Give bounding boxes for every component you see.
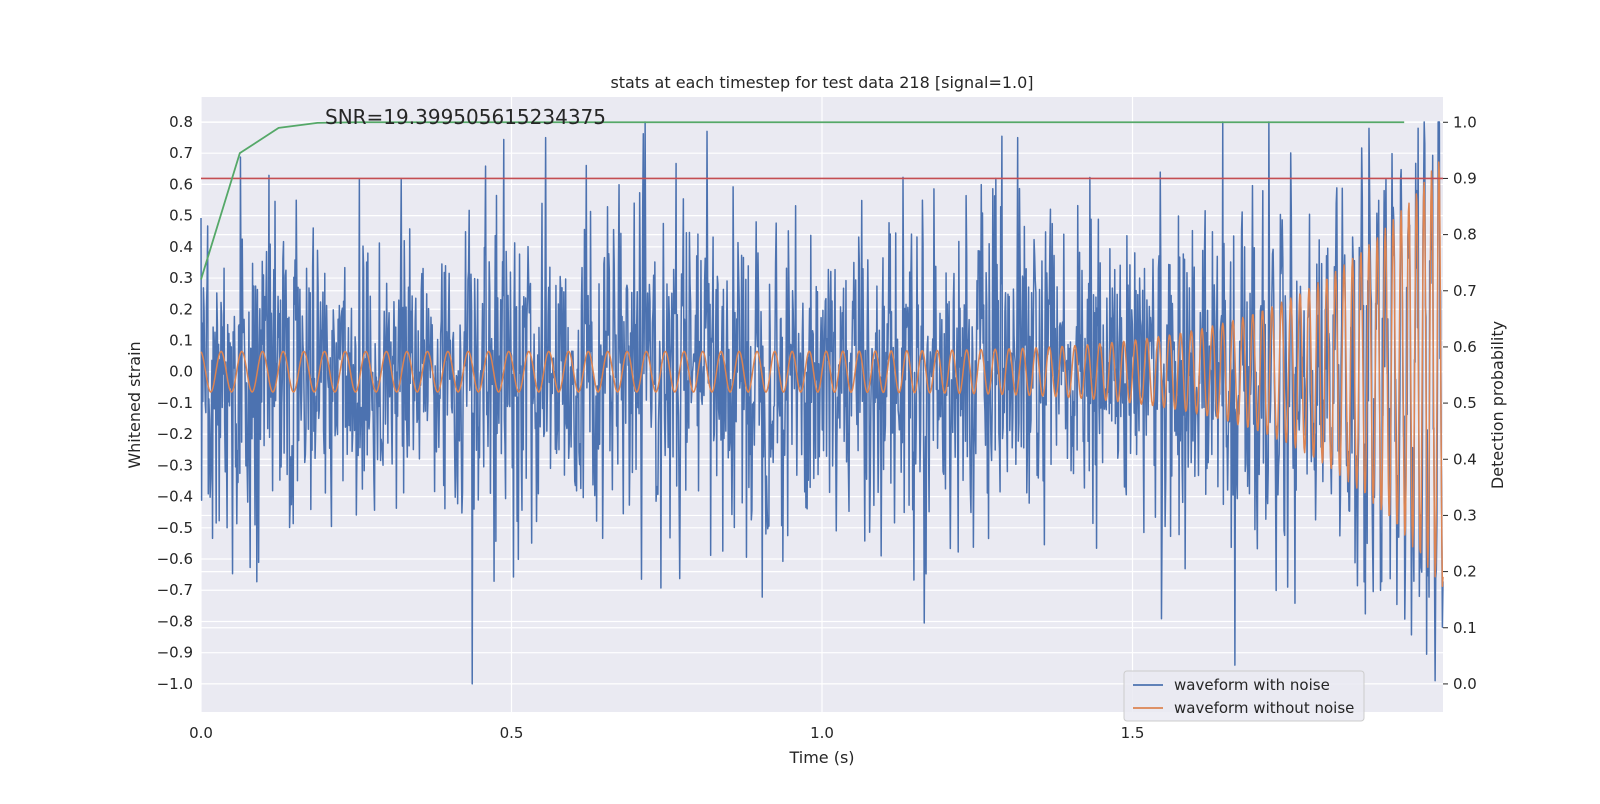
y-tick-label: 0.1 <box>169 332 193 350</box>
y-tick-label: −0.2 <box>157 425 193 443</box>
y-axis-label: Whitened strain <box>125 341 144 468</box>
y2-tick-label: 0.9 <box>1453 169 1477 187</box>
y-tick-label: −0.9 <box>157 644 193 662</box>
legend-label-noise: waveform with noise <box>1174 676 1330 694</box>
y-tick-label: −0.5 <box>157 519 193 537</box>
x-tick-label: 1.0 <box>810 724 834 742</box>
y2-axis-label: Detection probability <box>1488 321 1507 489</box>
y-tick-label: 0.6 <box>169 175 193 193</box>
y-tick-label: −1.0 <box>157 675 193 693</box>
snr-annotation: SNR=19.399505615234375 <box>325 105 606 129</box>
y2-tick-label: 0.7 <box>1453 282 1477 300</box>
y-tick-label: −0.4 <box>157 488 193 506</box>
y-tick-label: −0.6 <box>157 550 193 568</box>
y-tick-label: 0.5 <box>169 207 193 225</box>
y-tick-label: 0.3 <box>169 269 193 287</box>
x-axis-label: Time (s) <box>788 748 854 767</box>
legend-label-clean: waveform without noise <box>1174 699 1354 717</box>
y2-tick-label: 0.0 <box>1453 675 1477 693</box>
y2-tick-label: 0.8 <box>1453 226 1477 244</box>
y2-tick-label: 0.2 <box>1453 563 1477 581</box>
y2-tick-label: 0.5 <box>1453 394 1477 412</box>
y-tick-label: 0.7 <box>169 144 193 162</box>
y-tick-label: 0.4 <box>169 238 193 256</box>
y-tick-label: 0.2 <box>169 300 193 318</box>
y2-tick-label: 1.0 <box>1453 113 1477 131</box>
y2-tick-label: 0.6 <box>1453 338 1477 356</box>
y2-tick-label: 0.1 <box>1453 619 1477 637</box>
x-tick-label: 0.5 <box>500 724 524 742</box>
y-tick-label: 0.0 <box>169 363 193 381</box>
y-tick-label: −0.3 <box>157 456 193 474</box>
y-tick-label: −0.7 <box>157 581 193 599</box>
x-tick-label: 0.0 <box>189 724 213 742</box>
y-tick-label: −0.8 <box>157 612 193 630</box>
legend: waveform with noise waveform without noi… <box>1124 671 1364 721</box>
y-tick-label: 0.8 <box>169 113 193 131</box>
y2-tick-label: 0.3 <box>1453 506 1477 524</box>
chart-title: stats at each timestep for test data 218… <box>610 73 1033 92</box>
x-tick-label: 1.5 <box>1121 724 1145 742</box>
y-tick-label: −0.1 <box>157 394 193 412</box>
y2-tick-label: 0.4 <box>1453 450 1477 468</box>
